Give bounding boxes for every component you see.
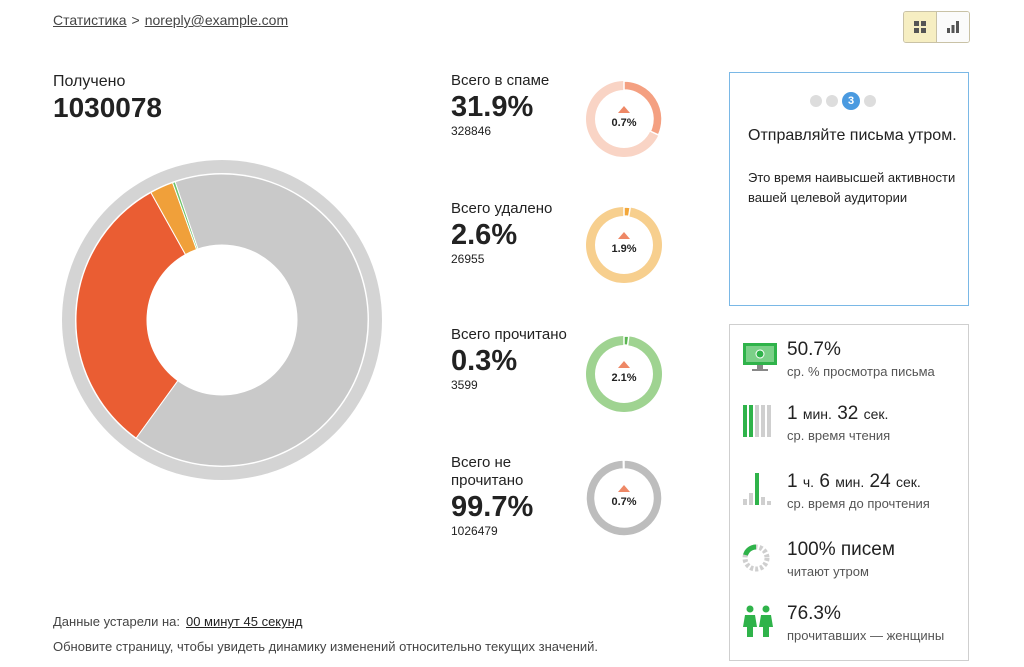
trend-up-arrow-icon (618, 361, 630, 368)
stat-unread-label: Всего не прочитано (451, 454, 524, 489)
reading-time-bars-icon (743, 405, 771, 437)
grid-icon (914, 21, 926, 33)
breadcrumb-statistics-link[interactable]: Статистика (53, 12, 127, 28)
stat-deleted: Всего удалено 2.6% 26955 (451, 200, 581, 266)
reading-time-minutes: 1 (787, 403, 798, 424)
grid-view-button[interactable] (904, 12, 937, 42)
mini-donut-value-arc (623, 206, 632, 218)
reading-time-minutes-unit: мин. (802, 406, 832, 422)
refresh-hint: Обновите страницу, чтобы увидеть динамик… (53, 639, 599, 654)
stale-label: Данные устарели на: (53, 614, 180, 629)
metric-view-percent-label: ср. % просмотра письма (787, 364, 935, 379)
metric-reading-time-label: ср. время чтения (787, 428, 891, 443)
unread-donut: 0.7% (585, 459, 663, 537)
tip-dot-2[interactable] (826, 95, 838, 107)
monitor-icon (743, 343, 777, 371)
metric-time-to-read-label: ср. время до прочтения (787, 496, 930, 511)
women-icon (743, 605, 773, 637)
view-toggle (903, 11, 970, 43)
time-to-read-hours-unit: ч. (802, 474, 815, 490)
mini-donut-value-arc (623, 335, 630, 347)
read-donut-delta: 2.1% (611, 372, 636, 384)
stat-unread-percent: 99.7% (451, 491, 534, 523)
metric-reading-time-value: 1 мин. 32 сек. (787, 403, 888, 425)
read-donut: 2.1% (586, 335, 663, 412)
trend-up-arrow-icon (618, 106, 630, 113)
chart-view-button[interactable] (937, 12, 969, 42)
stat-unread: Всего не прочитано 99.7% 1026479 (451, 454, 561, 538)
time-to-read-minutes-unit: мин. (835, 474, 865, 490)
trend-up-arrow-icon (618, 232, 630, 239)
stat-read-label: Всего прочитано (451, 326, 567, 343)
stat-spam: Всего в спаме 31.9% 328846 (451, 72, 581, 138)
stat-deleted-percent: 2.6% (451, 219, 518, 251)
metric-women-readers-value: 76.3% (787, 603, 841, 624)
stale-value-link[interactable]: 00 минут 45 секунд (185, 614, 303, 629)
big-donut-chart (62, 160, 382, 480)
mini-donut-value-arc (623, 80, 663, 136)
mini-donut-value-arc (585, 459, 663, 537)
bar-chart-icon (947, 21, 959, 33)
stat-read-percent: 0.3% (451, 345, 518, 377)
big-donut-segment-rest (135, 173, 369, 467)
time-to-read-hours: 1 (787, 471, 798, 492)
metric-morning-reads-label: читают утром (787, 564, 869, 579)
reading-time-seconds-unit: сек. (863, 406, 889, 422)
tip-pagination: 3 (810, 92, 876, 110)
breadcrumb: Статистика > noreply@example.com (53, 12, 288, 28)
time-to-read-seconds: 24 (869, 471, 891, 492)
time-to-read-minutes: 6 (819, 471, 830, 492)
received-label: Получено (53, 73, 126, 90)
stat-deleted-count: 26955 (451, 252, 485, 266)
stat-deleted-label: Всего удалено (451, 200, 553, 217)
breadcrumb-separator: > (131, 12, 140, 28)
received-value: 1030078 (53, 92, 163, 123)
tip-panel: 3 Отправляйте письма утром. Это время на… (729, 72, 969, 306)
metric-morning-reads-value: 100% писем (787, 539, 895, 560)
metric-view-percent-value: 50.7% (787, 339, 841, 360)
deleted-donut-delta: 1.9% (611, 243, 636, 255)
reading-time-seconds: 32 (837, 403, 859, 424)
tip-dot-1[interactable] (810, 95, 822, 107)
tip-title: Отправляйте письма утром. (748, 127, 957, 144)
morning-pie-icon (742, 544, 770, 572)
time-to-read-bars-icon (743, 473, 771, 505)
tip-dot-4[interactable] (864, 95, 876, 107)
unread-donut-delta: 0.7% (611, 496, 636, 508)
trend-up-arrow-icon (618, 485, 630, 492)
time-to-read-seconds-unit: сек. (895, 474, 921, 490)
stat-spam-percent: 31.9% (451, 91, 534, 123)
big-donut-segment-spam (75, 191, 187, 439)
stale-info: Данные устарели на: 00 минут 45 секунд (53, 614, 302, 629)
metric-women-readers-label: прочитавших — женщины (787, 628, 945, 643)
metric-time-to-read-value: 1 ч. 6 мин. 24 сек. (787, 471, 921, 493)
deleted-donut: 1.9% (586, 206, 663, 283)
tip-dot-active[interactable]: 3 (842, 92, 860, 110)
spam-donut-delta: 0.7% (611, 117, 636, 129)
stat-spam-count: 328846 (451, 124, 492, 138)
stat-unread-count: 1026479 (451, 524, 498, 538)
spam-donut: 0.7% (586, 80, 663, 157)
breadcrumb-current-link[interactable]: noreply@example.com (144, 12, 289, 28)
stat-read-count: 3599 (451, 378, 478, 392)
stat-spam-label: Всего в спаме (451, 72, 550, 89)
stat-read: Всего прочитано 0.3% 3599 (451, 326, 581, 392)
metrics-panel: 50.7% ср. % просмотра письма 1 мин. 32 с… (729, 324, 969, 661)
tip-text: Это время наивысшей активности вашей цел… (748, 170, 956, 205)
